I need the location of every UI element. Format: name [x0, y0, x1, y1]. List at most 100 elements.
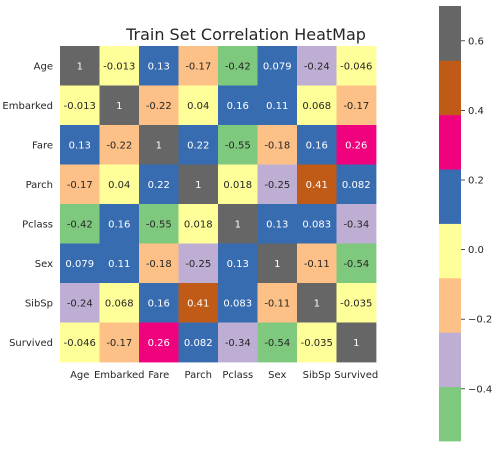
x-tick-label: Parch — [185, 370, 212, 381]
heatmap-cell — [139, 204, 179, 244]
heatmap-cell — [60, 125, 100, 165]
heatmap-cell — [297, 322, 337, 363]
heatmap-cell — [218, 283, 258, 323]
heatmap-cell — [178, 283, 219, 323]
colorbar: −0.4 −0.2 0.0 0.2 0.4 0.6 — [439, 6, 492, 442]
y-tick-label: Parch — [26, 180, 53, 191]
cell-annotation: -0.17 — [106, 338, 132, 349]
cell-annotation: -0.55 — [225, 140, 251, 151]
y-tick-label: Age — [34, 61, 53, 72]
heatmap-cell — [297, 204, 337, 244]
heatmap-cell — [139, 125, 179, 165]
cell-annotation: 0.26 — [345, 140, 367, 151]
cell-annotation: 0.04 — [187, 101, 209, 112]
heatmap-cells: 1 -0.013 0.13 -0.17 -0.42 0.079 -0.24 -0.046 -0.… — [60, 46, 377, 363]
cell-annotation: -0.34 — [343, 219, 369, 230]
cell-annotation: 1 — [235, 219, 241, 230]
heatmap-cell — [139, 243, 179, 284]
y-tick-label: Embarked — [2, 101, 53, 112]
colorbar-segment — [439, 386, 461, 442]
cell-annotation: 0.018 — [184, 219, 213, 230]
heatmap-cell — [178, 322, 219, 363]
cell-annotation: 0.13 — [69, 140, 91, 151]
heatmap-cell — [178, 204, 219, 244]
colorbar-tick-label: 0.4 — [468, 106, 484, 117]
colorbar-tick-label: 0.6 — [468, 36, 484, 47]
cell-annotation: -0.046 — [64, 338, 96, 349]
x-tick-label: Fare — [148, 370, 169, 381]
heatmap-cell — [99, 164, 140, 205]
colorbar-tick-label: 0.0 — [468, 245, 484, 256]
heatmap-cell — [297, 283, 337, 323]
heatmap-cell — [60, 283, 100, 323]
cell-annotation: -0.25 — [185, 259, 211, 270]
y-tick-label: Sex — [35, 259, 53, 270]
cell-annotation: -0.54 — [343, 259, 369, 270]
heatmap-cell — [178, 85, 219, 126]
cell-annotation: -0.22 — [106, 140, 132, 151]
cell-annotation: 0.11 — [108, 259, 130, 270]
x-axis-tick-labels: Age Embarked Fare Parch Pclass Sex SibSp Surviv… — [70, 370, 378, 381]
y-axis-tick-labels: Age Embarked Fare Parch Pclass Sex SibSp Surviv… — [2, 61, 53, 349]
cell-annotation: 1 — [314, 298, 320, 309]
colorbar-segment — [439, 6, 461, 61]
heatmap-cell — [297, 85, 337, 126]
heatmap-cell — [257, 283, 298, 323]
cell-annotation: -0.17 — [67, 180, 93, 191]
heatmap-cell — [336, 322, 377, 363]
cell-annotation: -0.24 — [304, 61, 330, 72]
colorbar-segment — [439, 332, 461, 388]
cell-annotation: -0.11 — [304, 259, 330, 270]
y-tick-label: Fare — [32, 140, 53, 151]
cell-annotation: -0.035 — [301, 338, 333, 349]
cell-annotation: 1 — [156, 140, 162, 151]
heatmap-cell — [297, 164, 337, 205]
cell-annotation: -0.25 — [264, 180, 290, 191]
cell-annotation: 0.082 — [184, 338, 213, 349]
cell-annotation: 1 — [274, 259, 280, 270]
cell-annotation: 0.083 — [302, 219, 331, 230]
heatmap-cell — [99, 125, 140, 165]
cell-annotation: 1 — [195, 180, 201, 191]
heatmap-cell — [218, 125, 258, 165]
heatmap-cell — [257, 204, 298, 244]
x-tick-label: Sex — [268, 370, 286, 381]
heatmap-cell — [139, 46, 179, 86]
colorbar-tick-label: −0.4 — [468, 384, 492, 395]
cell-annotation: 0.16 — [306, 140, 328, 151]
heatmap-cell — [99, 85, 140, 126]
heatmap-cell — [257, 243, 298, 284]
cell-annotation: -0.54 — [264, 338, 290, 349]
heatmap-cell — [218, 85, 258, 126]
cell-annotation: 1 — [77, 61, 83, 72]
colorbar-segment — [439, 60, 461, 116]
heatmap-cell — [218, 322, 258, 363]
colorbar-segment — [439, 114, 461, 170]
cell-annotation: 0.13 — [266, 219, 288, 230]
cell-annotation: -0.42 — [225, 61, 251, 72]
heatmap-cell — [60, 46, 100, 86]
heatmap-cell — [297, 125, 337, 165]
heatmap-cell — [336, 204, 377, 244]
heatmap-cell — [60, 85, 100, 126]
heatmap-cell — [336, 283, 377, 323]
heatmap-cell — [218, 204, 258, 244]
heatmap-cell — [99, 46, 140, 86]
cell-annotation: 0.018 — [223, 180, 252, 191]
cell-annotation: 0.16 — [108, 219, 130, 230]
heatmap-cell — [60, 243, 100, 284]
heatmap-cell — [139, 283, 179, 323]
cell-annotation: -0.18 — [146, 259, 172, 270]
heatmap-cell — [336, 243, 377, 284]
cell-annotation: 0.079 — [65, 259, 94, 270]
cell-annotation: 0.083 — [223, 298, 252, 309]
x-tick-label: SibSp — [303, 370, 331, 381]
cell-annotation: -0.013 — [103, 61, 135, 72]
cell-annotation: 0.13 — [227, 259, 249, 270]
cell-annotation: -0.046 — [340, 61, 372, 72]
cell-annotation: 0.22 — [148, 180, 170, 191]
heatmap-cell — [218, 243, 258, 284]
cell-annotation: 0.41 — [187, 298, 209, 309]
heatmap-cell — [297, 243, 337, 284]
